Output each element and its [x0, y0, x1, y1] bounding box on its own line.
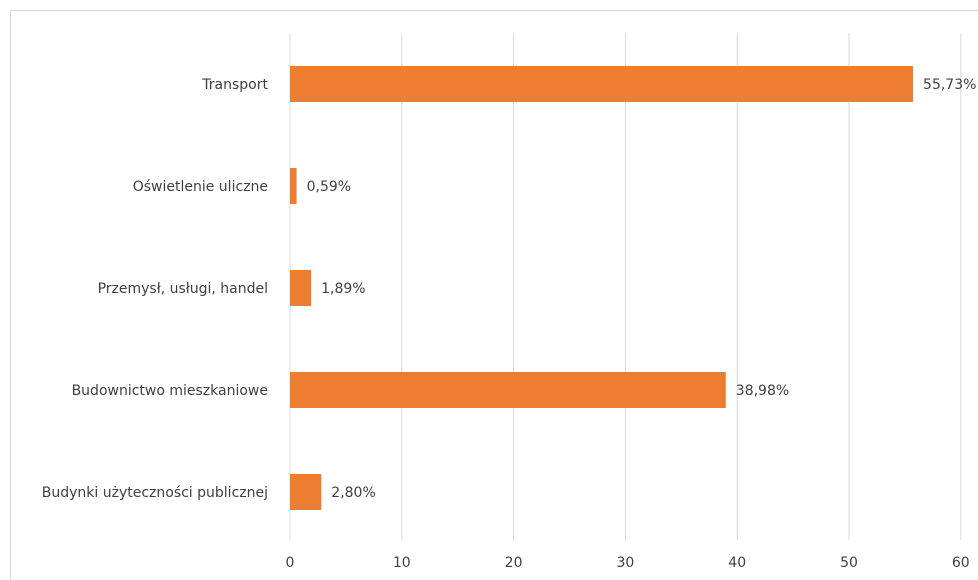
data-label-0: 55,73% [923, 77, 976, 93]
x-tick-label-30: 30 [616, 555, 634, 571]
bar-2 [290, 270, 312, 306]
chart-frame [10, 10, 978, 580]
category-label-2: Przemysł, usługi, handel [98, 281, 268, 297]
data-label-2: 1,89% [321, 281, 365, 297]
labels: 0 10 20 30 40 50 60 Transport 55,73% Oświetlenie … [42, 77, 977, 571]
bar-1 [290, 168, 297, 204]
x-tick-label-40: 40 [728, 555, 746, 571]
category-label-0: Transport [201, 77, 268, 93]
gridlines [289, 33, 962, 540]
category-label-1: Oświetlenie uliczne [133, 179, 268, 195]
data-label-1: 0,59% [307, 179, 351, 195]
bars [290, 66, 914, 510]
bar-3 [290, 372, 726, 408]
x-tick-label-50: 50 [840, 555, 858, 571]
category-label-4: Budynki użyteczności publicznej [42, 485, 268, 501]
category-label-3: Budownictwo mieszkaniowe [72, 383, 268, 399]
bar-4 [290, 474, 322, 510]
x-tick-label-60: 60 [952, 555, 970, 571]
x-tick-label-10: 10 [393, 555, 411, 571]
data-label-3: 38,98% [736, 383, 789, 399]
x-tick-label-20: 20 [505, 555, 523, 571]
x-tick-label-0: 0 [286, 555, 295, 571]
bar-0 [290, 66, 914, 102]
data-label-4: 2,80% [331, 485, 375, 501]
